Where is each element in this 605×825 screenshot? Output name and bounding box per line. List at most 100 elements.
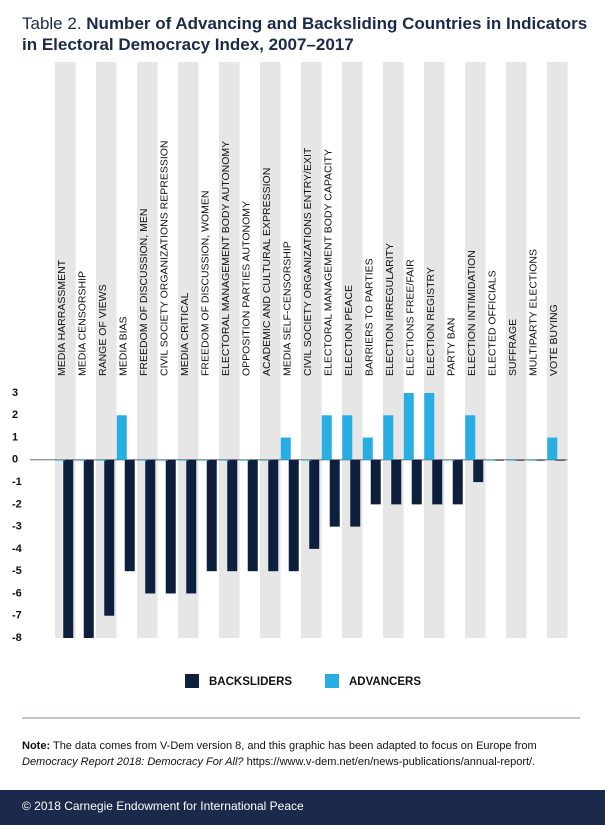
x-tick-label: ELECTORAL MANAGEMENT BODY CAPACITY	[323, 149, 335, 376]
note-text: The data comes from V-Dem version 8, and…	[53, 740, 537, 752]
bar	[309, 459, 320, 549]
bar	[63, 459, 74, 638]
y-tick-label: -7	[12, 610, 22, 622]
y-tick-label: 1	[12, 431, 18, 443]
x-tick-label: MEDIA SELF-CENSORSHIP	[282, 241, 294, 376]
x-tick-label: MEDIA HARRASSMENT	[56, 259, 68, 376]
bar	[260, 459, 271, 461]
bar	[280, 437, 291, 460]
bar	[165, 459, 176, 594]
x-tick-label: MULTIPARTY ELECTIONS	[528, 249, 540, 376]
bar	[342, 415, 353, 460]
bar	[137, 459, 148, 461]
note-url: https://www.v-dem.net/en/news-publicatio…	[247, 756, 536, 768]
bar	[247, 459, 258, 572]
bar	[444, 459, 455, 461]
legend-label: ADVANCERS	[349, 676, 421, 688]
bar	[239, 459, 250, 461]
note-label: Note:	[22, 740, 50, 752]
y-tick-label: -2	[12, 498, 22, 510]
bar	[473, 459, 484, 483]
footer: © 2018 Carnegie Endowment for Internatio…	[22, 799, 304, 813]
x-tick-label: ACADEMIC AND CULTURAL EXPRESSION	[261, 168, 273, 376]
bar	[383, 415, 394, 460]
bar	[411, 459, 422, 505]
x-tick-label: ELECTION INTIMIDATION	[466, 250, 478, 376]
x-tick-label: OPPOSITION PARTIES AUTONOMY	[241, 201, 253, 376]
footer-bar	[0, 790, 605, 825]
x-tick-label: ELECTORAL MANAGEMENT BODY AUTONOMY	[220, 141, 232, 376]
x-tick-label: MEDIA BIAS	[118, 316, 130, 376]
bar	[514, 459, 525, 461]
column-stripe	[547, 62, 568, 638]
x-tick-label: BARRIERS TO PARTIES	[364, 258, 376, 376]
bar	[432, 459, 443, 505]
legend-label: BACKSLIDERS	[209, 676, 292, 688]
legend-swatch	[325, 674, 339, 688]
chart-title: Table 2. Number of Advancing and Backsli…	[22, 14, 587, 54]
bar	[104, 459, 115, 616]
bar	[452, 459, 463, 505]
bar	[96, 459, 107, 461]
bar	[547, 437, 558, 460]
x-tick-label: VOTE BUYING	[548, 304, 560, 376]
bar	[424, 393, 435, 460]
x-tick-label: ELECTION PEACE	[343, 285, 355, 376]
bar	[288, 459, 299, 572]
legend-swatch	[185, 674, 199, 688]
bar	[534, 459, 545, 461]
bar	[219, 459, 230, 461]
y-tick-label: -4	[12, 543, 23, 555]
note-source-title: Democracy Report 2018: Democracy For All…	[22, 756, 244, 768]
x-tick-label: MEDIA CRITICAL	[179, 292, 191, 376]
y-tick-label: -5	[12, 565, 22, 577]
title-line: in Electoral Democracy Index, 2007–2017	[22, 35, 354, 54]
y-tick-label: 0	[12, 454, 18, 466]
bar	[55, 459, 66, 461]
column-stripe	[465, 62, 486, 638]
bar	[124, 459, 135, 572]
bar	[321, 415, 332, 460]
bar	[198, 459, 209, 461]
bar	[178, 459, 189, 461]
x-tick-label: ELECTION IRREGULARITY	[384, 243, 396, 376]
bar	[403, 393, 414, 460]
bar	[157, 459, 168, 461]
bar	[526, 459, 537, 461]
x-tick-label: ELECTIONS FREE/FAIR	[405, 259, 417, 376]
note-source: Democracy Report 2018: Democracy For All…	[22, 756, 535, 768]
x-tick-label: CIVIL SOCIETY ORGANIZATIONS ENTRY/EXIT	[302, 147, 314, 376]
bar	[506, 459, 517, 461]
y-tick-label: -1	[12, 476, 22, 488]
bar	[350, 459, 361, 527]
y-tick-label: 3	[12, 387, 18, 399]
x-tick-label: ELECTION REGISTRY	[425, 267, 437, 376]
bar	[485, 459, 496, 461]
y-tick-label: -3	[12, 521, 22, 533]
y-tick-label: -8	[12, 632, 22, 644]
bar	[555, 459, 566, 461]
bar	[227, 459, 238, 572]
x-tick-label: PARTY BAN	[446, 318, 458, 376]
bar	[391, 459, 402, 505]
y-tick-label: 2	[12, 409, 18, 421]
x-tick-label: SUFFRAGE	[507, 319, 519, 376]
title-label: Table 2.	[22, 14, 82, 33]
bar	[145, 459, 156, 594]
bar	[75, 459, 86, 461]
x-tick-label: CIVIL SOCIETY ORGANIZATIONS REPRESSION	[159, 140, 171, 376]
bar	[493, 459, 504, 461]
x-tick-label: ELECTED OFFICIALS	[487, 270, 499, 376]
bar	[268, 459, 279, 572]
title-line: Number of Advancing and Backsliding Coun…	[86, 14, 587, 33]
y-tick-label: -6	[12, 587, 22, 599]
bar	[362, 437, 373, 460]
x-tick-label: FREEDOM OF DISCUSSION, WOMEN	[200, 190, 212, 376]
x-tick-label: FREEDOM OF DISCUSSION, MEN	[138, 209, 150, 376]
bar	[329, 459, 340, 527]
column-stripe	[506, 62, 527, 638]
x-tick-label: MEDIA CENSORSHIP	[77, 271, 89, 376]
x-tick-label: RANGE OF VIEWS	[97, 284, 109, 376]
